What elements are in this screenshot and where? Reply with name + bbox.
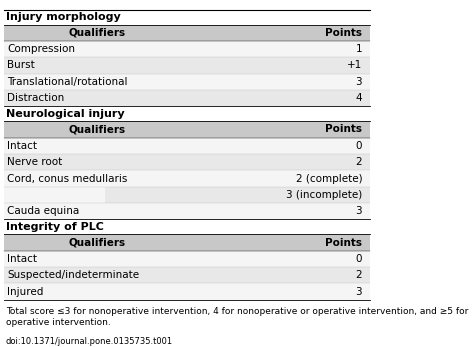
Bar xyxy=(4,283,370,300)
Bar xyxy=(105,187,370,203)
Bar xyxy=(4,203,370,219)
Text: Compression: Compression xyxy=(8,44,75,54)
Text: Qualifiers: Qualifiers xyxy=(69,28,126,38)
Text: Points: Points xyxy=(325,238,362,247)
Bar xyxy=(4,57,370,74)
Bar xyxy=(4,107,370,121)
Bar xyxy=(4,90,370,106)
Text: 1: 1 xyxy=(356,44,362,54)
Text: Injury morphology: Injury morphology xyxy=(6,12,120,22)
Bar xyxy=(4,170,370,187)
Bar xyxy=(4,41,370,57)
Text: 2: 2 xyxy=(356,270,362,280)
Text: Intact: Intact xyxy=(8,254,37,264)
Text: 3: 3 xyxy=(356,206,362,216)
Text: Total score ≤3 for nonoperative intervention, 4 for nonoperative or operative in: Total score ≤3 for nonoperative interven… xyxy=(6,307,468,328)
Text: Nerve root: Nerve root xyxy=(8,157,63,167)
Text: 2 (complete): 2 (complete) xyxy=(296,174,362,184)
Bar xyxy=(4,138,370,154)
Text: Points: Points xyxy=(325,28,362,38)
Text: Qualifiers: Qualifiers xyxy=(69,125,126,134)
Bar xyxy=(4,25,370,41)
Text: 3 (incomplete): 3 (incomplete) xyxy=(286,190,362,200)
Text: 0: 0 xyxy=(356,141,362,151)
Text: Burst: Burst xyxy=(8,60,35,70)
Bar xyxy=(4,154,370,170)
Text: 2: 2 xyxy=(356,157,362,167)
Text: Cord, conus medullaris: Cord, conus medullaris xyxy=(8,174,128,184)
Text: Suspected/indeterminate: Suspected/indeterminate xyxy=(8,270,140,280)
Bar xyxy=(4,74,370,90)
Bar xyxy=(4,121,370,138)
Text: Cauda equina: Cauda equina xyxy=(8,206,80,216)
Text: 0: 0 xyxy=(356,254,362,264)
Bar xyxy=(4,10,370,25)
Bar xyxy=(4,267,370,283)
Text: Intact: Intact xyxy=(8,141,37,151)
Text: doi:10.1371/journal.pone.0135735.t001: doi:10.1371/journal.pone.0135735.t001 xyxy=(6,337,173,346)
Text: 3: 3 xyxy=(356,77,362,87)
Text: 3: 3 xyxy=(356,287,362,297)
Text: Points: Points xyxy=(325,125,362,134)
Text: Qualifiers: Qualifiers xyxy=(69,238,126,247)
Text: Distraction: Distraction xyxy=(8,93,65,103)
Text: Injured: Injured xyxy=(8,287,44,297)
Text: +1: +1 xyxy=(347,60,362,70)
Bar xyxy=(4,187,105,203)
Bar xyxy=(4,251,370,267)
Bar xyxy=(4,220,370,234)
Text: Neurological injury: Neurological injury xyxy=(6,109,124,119)
Text: Integrity of PLC: Integrity of PLC xyxy=(6,222,103,232)
Text: Translational/rotational: Translational/rotational xyxy=(8,77,128,87)
Bar xyxy=(4,234,370,251)
Text: 4: 4 xyxy=(356,93,362,103)
